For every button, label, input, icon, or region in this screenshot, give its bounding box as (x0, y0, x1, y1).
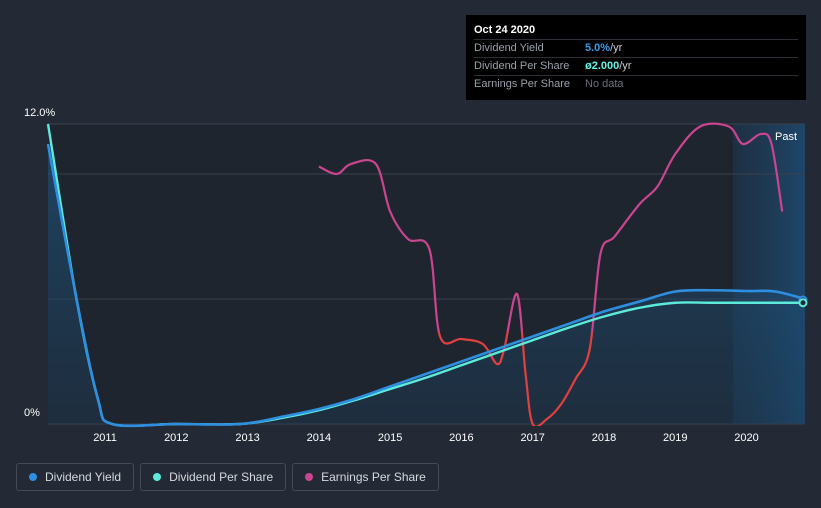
y-tick-top: 12.0% (24, 107, 55, 119)
x-tick-label: 2020 (734, 432, 758, 444)
dividend-per-share-end-marker (798, 298, 808, 308)
legend-item-dividend-per-share[interactable]: Dividend Per Share (140, 463, 287, 491)
dividend-yield-area (48, 144, 805, 426)
x-tick-label: 2015 (378, 432, 402, 444)
x-tick-label: 2018 (592, 432, 616, 444)
tooltip-row-dividend-per-share: Dividend Per Share ø2.000 /yr (474, 57, 798, 75)
tooltip: Oct 24 2020 Dividend Yield 5.0% /yr Divi… (466, 15, 806, 100)
x-tick-label: 2013 (235, 432, 259, 444)
past-label: Past (775, 131, 797, 143)
tooltip-label: Dividend Yield (474, 42, 544, 54)
tooltip-value: ø2.000 (585, 60, 620, 72)
legend-label: Earnings Per Share (321, 470, 426, 484)
tooltip-date: Oct 24 2020 (474, 24, 536, 36)
legend-dot-icon (153, 473, 162, 481)
x-tick-label: 2017 (520, 432, 544, 444)
tooltip-value: 5.0% (585, 42, 611, 54)
x-tick-label: 2019 (663, 432, 687, 444)
earnings-per-share-line (318, 122, 784, 332)
legend-item-dividend-yield[interactable]: Dividend Yield (16, 463, 135, 491)
x-tick-label: 2014 (307, 432, 331, 444)
x-tick-label: 2012 (164, 432, 188, 444)
dividend-yield-line (46, 143, 806, 428)
legend-item-earnings-per-share[interactable]: Earnings Per Share (292, 463, 439, 491)
legend-label: Dividend Per Share (169, 470, 274, 484)
tooltip-row-earnings-per-share: Earnings Per Share No data (474, 75, 798, 93)
legend-dot-icon (29, 473, 37, 481)
tooltip-label: Dividend Per Share (474, 60, 570, 72)
tooltip-unit: /yr (610, 42, 623, 54)
legend-label: Dividend Yield (45, 470, 122, 484)
tooltip-value: No data (585, 78, 624, 90)
x-tick-label: 2016 (449, 432, 473, 444)
tooltip-row-dividend-yield: Dividend Yield 5.0% /yr (474, 39, 798, 57)
x-tick-label: 2011 (93, 432, 117, 444)
y-tick-bottom: 0% (24, 407, 40, 419)
tooltip-label: Earnings Per Share (474, 78, 570, 90)
legend-dot-icon (305, 473, 314, 481)
tooltip-unit: /yr (619, 60, 632, 72)
legend: Dividend Yield Dividend Per Share Earnin… (16, 463, 439, 491)
